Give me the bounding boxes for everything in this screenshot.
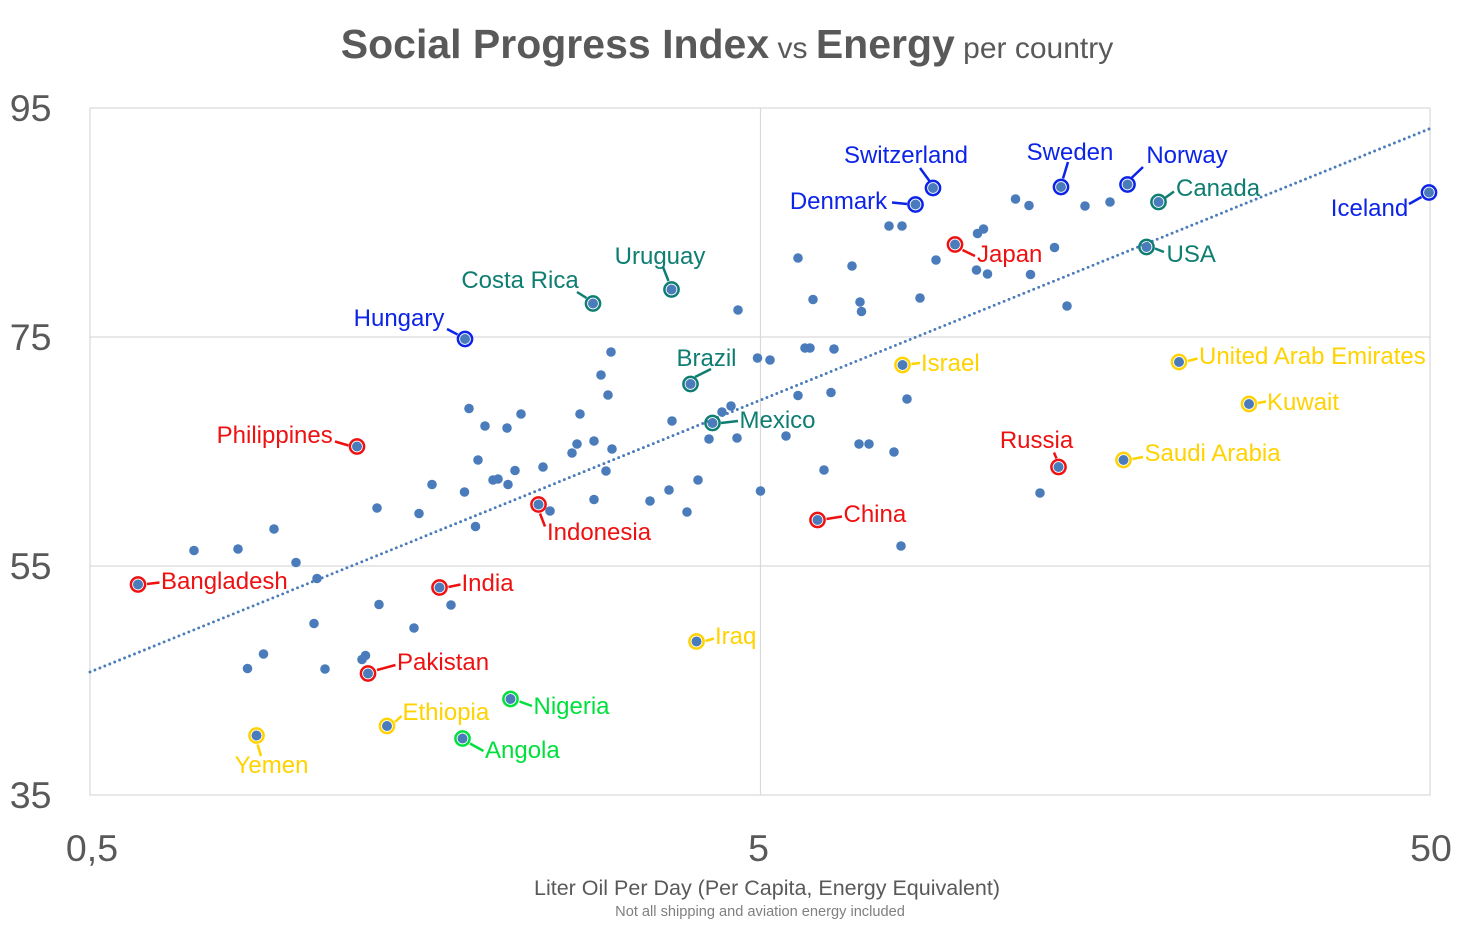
svg-text:Angola: Angola: [485, 737, 560, 764]
svg-text:Mexico: Mexico: [740, 407, 816, 434]
svg-text:India: India: [462, 570, 515, 597]
svg-text:Not all shipping and aviation: Not all shipping and aviation energy inc…: [615, 904, 905, 920]
svg-text:35: 35: [10, 774, 52, 816]
svg-text:Sweden: Sweden: [1027, 139, 1114, 166]
svg-text:Nigeria: Nigeria: [534, 693, 611, 720]
svg-text:Saudi Arabia: Saudi Arabia: [1145, 440, 1282, 467]
svg-text:Ethiopia: Ethiopia: [403, 699, 490, 726]
svg-text:Iraq: Iraq: [715, 623, 756, 650]
svg-text:Yemen: Yemen: [235, 752, 309, 779]
svg-text:Social Progress Index vs Energ: Social Progress Index vs Energy per coun…: [341, 21, 1114, 67]
svg-text:Indonesia: Indonesia: [547, 519, 652, 546]
svg-text:5: 5: [748, 827, 769, 869]
svg-text:Uruguay: Uruguay: [615, 243, 706, 270]
svg-text:Iceland: Iceland: [1331, 195, 1408, 222]
svg-text:Costa Rica: Costa Rica: [461, 267, 579, 294]
svg-text:Japan: Japan: [977, 241, 1042, 268]
svg-text:Kuwait: Kuwait: [1267, 389, 1339, 416]
svg-text:USA: USA: [1167, 241, 1216, 268]
svg-text:China: China: [844, 501, 907, 528]
svg-text:75: 75: [10, 316, 52, 358]
svg-text:Denmark: Denmark: [790, 188, 888, 215]
svg-text:Brazil: Brazil: [676, 345, 736, 372]
svg-text:Switzerland: Switzerland: [844, 142, 968, 169]
svg-text:Norway: Norway: [1146, 142, 1227, 169]
svg-text:Hungary: Hungary: [354, 305, 445, 332]
svg-text:95: 95: [10, 87, 52, 129]
svg-text:Liter Oil Per Day (Per Capita,: Liter Oil Per Day (Per Capita, Energy Eq…: [534, 876, 1000, 900]
svg-text:Israel: Israel: [921, 350, 980, 377]
svg-text:50: 50: [1410, 827, 1452, 869]
svg-text:Canada: Canada: [1176, 175, 1261, 202]
svg-text:55: 55: [10, 545, 52, 587]
svg-text:Pakistan: Pakistan: [397, 649, 489, 676]
svg-text:Philippines: Philippines: [217, 422, 333, 449]
svg-text:United Arab Emirates: United Arab Emirates: [1199, 343, 1426, 370]
svg-text:Russia: Russia: [1000, 427, 1074, 454]
svg-text:Bangladesh: Bangladesh: [161, 568, 288, 595]
svg-text:0,5: 0,5: [66, 827, 118, 869]
